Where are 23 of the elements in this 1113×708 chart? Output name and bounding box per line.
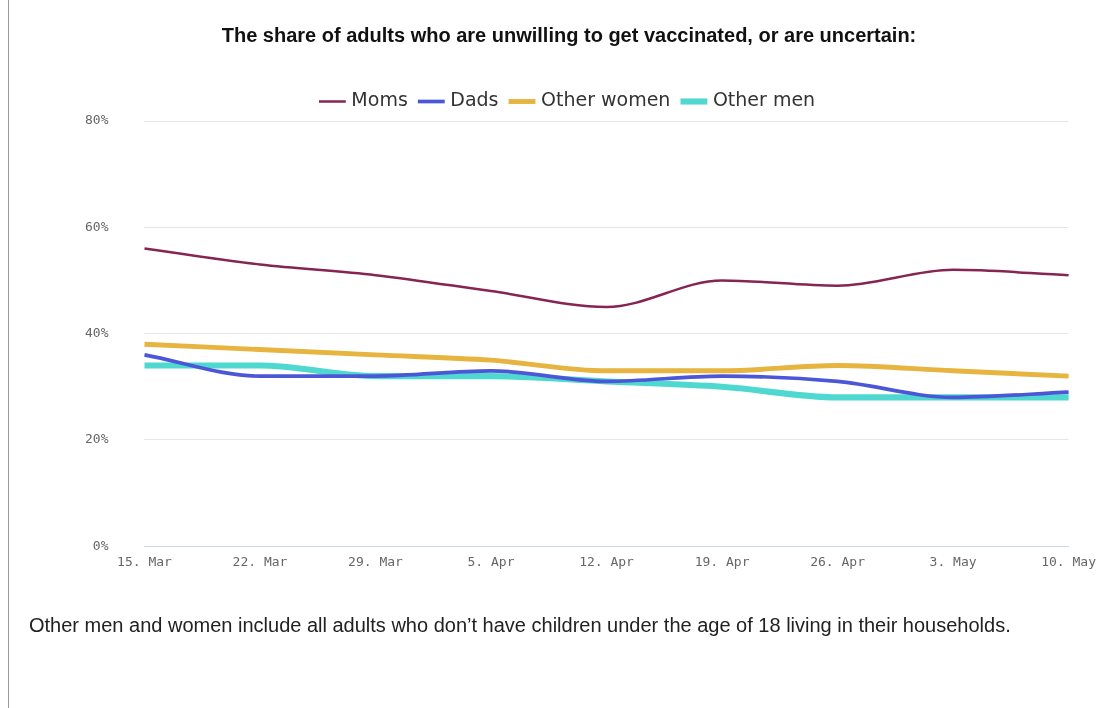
x-tick-label: 3. May [929, 554, 977, 570]
x-tick-label: 15. Mar [117, 554, 173, 570]
x-tick-label: 10. May [1041, 554, 1097, 570]
x-tick-label: 5. Apr [467, 554, 515, 570]
text: Other men and women include all adults who don’t have children under the age of 18 living in their households. [29, 613, 1012, 638]
x-tick-label: 29. Mar [348, 554, 404, 570]
x-tick-label: 22. Mar [232, 554, 288, 570]
y-tick-label: 0% [92, 537, 109, 553]
line-series [143, 247, 1070, 309]
legend-label: Dads [450, 88, 499, 111]
line-series [142, 353, 1071, 400]
legend-label: Moms [351, 88, 408, 111]
legend-label: Other women [541, 88, 671, 111]
y-tick-label: 20% [85, 431, 109, 447]
x-tick-label: 26. Apr [810, 554, 866, 570]
line-series [142, 341, 1072, 379]
x-tick-label: 12. Apr [579, 554, 635, 570]
y-tick-label: 60% [85, 218, 109, 234]
chart-title: The share of adults who are unwilling to get vaccinated, or are uncertain: [221, 23, 917, 46]
legend-label: Other men [712, 88, 816, 111]
y-tick-label: 80% [85, 112, 109, 128]
y-tick-label: 40% [85, 324, 109, 340]
x-tick-label: 19. Apr [694, 554, 750, 570]
